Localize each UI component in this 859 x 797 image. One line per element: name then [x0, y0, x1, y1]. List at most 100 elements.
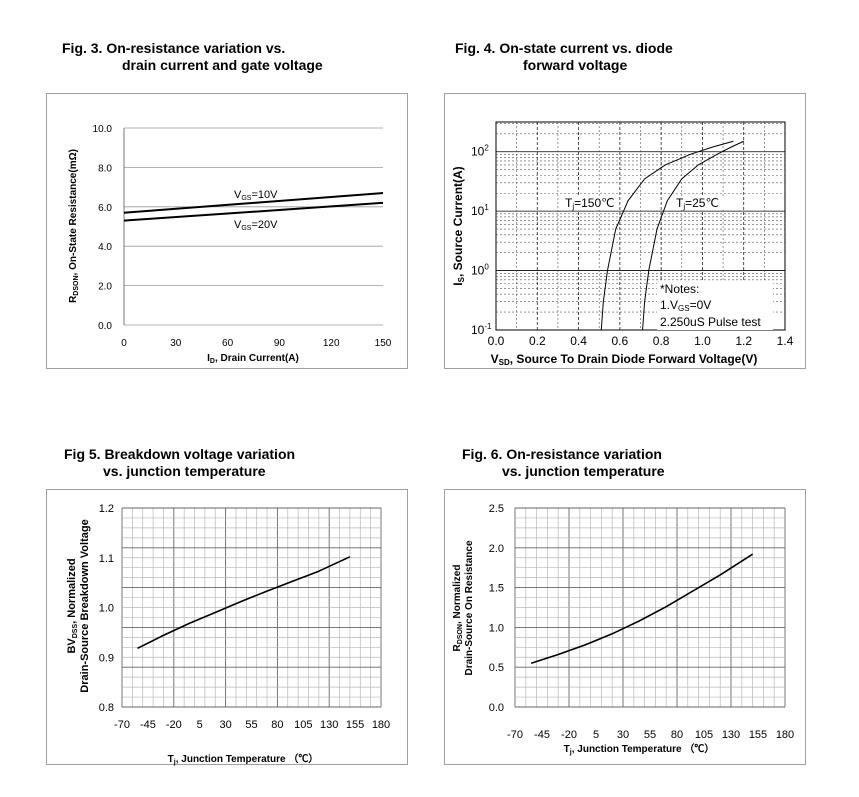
f6-x-tick-1: -45 [534, 729, 550, 741]
fig4-y-tick-0: 10-1 [471, 322, 492, 337]
fig6-title: Fig. 6. On-resistance variation vs. junc… [462, 446, 752, 480]
f5-x-tick-8: 130 [320, 719, 338, 731]
f6-y-tick-0: 0.0 [489, 702, 504, 714]
fig3-x-tick-5: 150 [375, 338, 392, 349]
f5-x-tick-1: -45 [140, 719, 156, 731]
fig6-series [530, 553, 754, 664]
fig6-ylabel-2: Drain-Source On Resistance [464, 540, 475, 675]
fig3-ylabel: RDSON, On-State Resistance(mΩ) [68, 149, 80, 303]
fig4-label-bg-150 [563, 196, 619, 210]
fig4-xlabel: VSD, Source To Drain Diode Forward Volta… [491, 352, 758, 367]
fig3-y-tick-1: 2.0 [98, 282, 112, 293]
f6-y-tick-3: 1.5 [489, 583, 504, 595]
fig6-ylabel-1: RDSON, Normalized [452, 565, 464, 652]
fig3-x-tick-3: 90 [274, 338, 286, 349]
fig5-series [137, 556, 351, 650]
fig3-x-tick-0: 0 [121, 338, 127, 349]
fig4-label-tj150: Tj=150℃ [565, 196, 615, 211]
fig4-title: Fig. 4. On-state current vs. diode forwa… [455, 40, 755, 74]
fig3-series-line-1 [123, 201, 384, 222]
fig6-title-line-1: Fig. 6. On-resistance variation [462, 446, 662, 462]
f6-y-tick-4: 2.0 [489, 543, 504, 555]
f6-x-tick-7: 105 [695, 729, 713, 741]
f5-x-tick-4: 30 [219, 719, 231, 731]
f6-x-tick-6: 80 [671, 729, 683, 741]
fig4-y-tick-3: 102 [471, 144, 489, 159]
fig3-x-tick-1: 30 [170, 338, 182, 349]
f5-x-tick-3: 5 [197, 719, 203, 731]
fig5-title-line-2: vs. junction temperature [103, 463, 266, 479]
f6-x-tick-2: -20 [561, 729, 577, 741]
fig4-x-tick-4: 0.8 [653, 334, 670, 348]
f5-y-tick-4: 1.2 [99, 503, 114, 515]
fig4-series-line-1 [642, 140, 744, 331]
fig3-series-line-0 [123, 192, 384, 214]
fig3-x-tick-labels: 0 30 60 90 120 150 [121, 338, 392, 349]
fig6-xlabel: Tj, Junction Temperature （℃） [564, 742, 715, 756]
fig3-y-tick-0: 0.0 [98, 321, 112, 332]
fig6-gridlines [514, 507, 786, 708]
fig4-x-tick-labels: 0.0 0.2 0.4 0.6 0.8 1.0 1.2 1.4 [488, 334, 794, 348]
fig3-title: Fig. 3. On-resistance variation vs. drai… [62, 40, 352, 74]
fig4-series-line-0 [600, 140, 734, 331]
f6-y-tick-5: 2.5 [489, 503, 504, 515]
fig3-title-line-2: drain current and gate voltage [122, 57, 323, 73]
fig6-title-line-2: vs. junction temperature [502, 463, 665, 479]
f5-y-tick-2: 1.0 [99, 603, 114, 615]
f6-x-tick-8: 130 [722, 729, 740, 741]
f6-series-line-0 [530, 553, 754, 664]
fig4-x-tick-2: 0.4 [570, 334, 587, 348]
fig4-x-tick-6: 1.2 [735, 334, 752, 348]
f5-x-tick-7: 105 [294, 719, 312, 731]
fig3-series [123, 192, 384, 222]
f5-y-tick-1: 0.9 [99, 652, 114, 664]
fig4-series [600, 140, 744, 331]
f5-x-tick-10: 180 [372, 719, 390, 731]
fig5-ylabel-2: Drain-Source Breakdown Voltage [79, 519, 91, 692]
fig3-gridlines [123, 127, 383, 326]
fig3-x-tick-4: 120 [323, 338, 340, 349]
fig3-xlabel: ID, Drain Current(A) [207, 353, 299, 365]
fig4-x-tick-3: 0.6 [612, 334, 629, 348]
fig4-note-1: 1.VGS=0V [660, 298, 711, 313]
f6-y-tick-2: 1.0 [489, 622, 504, 634]
f6-x-tick-3: 5 [593, 729, 599, 741]
f5-x-tick-5: 55 [245, 719, 257, 731]
fig4-gridlines [495, 121, 786, 331]
fig3-panel [46, 93, 408, 369]
f5-x-tick-6: 80 [271, 719, 283, 731]
fig4-notes-bg [657, 282, 773, 330]
f5-y-tick-3: 1.1 [99, 553, 114, 565]
f5-y-tick-0: 0.8 [99, 702, 114, 714]
fig3-y-tick-5: 10.0 [93, 124, 113, 135]
fig5-title-line-1: Fig 5. Breakdown voltage variation [64, 446, 296, 462]
f6-x-tick-5: 55 [644, 729, 656, 741]
fig5-xlabel: Tj, Junction Temperature （℃） [168, 752, 319, 766]
fig4-title-line-1: Fig. 4. On-state current vs. diode [455, 40, 673, 56]
fig4-x-tick-7: 1.4 [777, 334, 794, 348]
fig6-x-tick-labels: -70 -45 -20 5 30 55 80 105 130 155 180 [507, 729, 794, 741]
fig4-x-tick-5: 1.0 [694, 334, 711, 348]
f5-x-tick-9: 155 [346, 719, 364, 731]
f6-x-tick-0: -70 [507, 729, 523, 741]
fig4-note-2: 2.250uS Pulse test [660, 315, 761, 329]
f6-x-tick-10: 180 [776, 729, 794, 741]
fig4-label-tj25: Tj=25℃ [676, 196, 719, 211]
fig4-y-tick-1: 100 [471, 263, 489, 278]
f6-x-tick-4: 30 [617, 729, 629, 741]
fig5-title: Fig 5. Breakdown voltage variation vs. j… [64, 446, 354, 480]
fig4-title-line-2: forward voltage [523, 57, 628, 73]
f6-y-tick-1: 0.5 [489, 662, 504, 674]
fig4-y-tick-labels: 10-1 100 101 102 [471, 144, 492, 337]
fig4-x-tick-1: 0.2 [529, 334, 546, 348]
fig5-y-tick-labels: 0.8 0.9 1.0 1.1 1.2 [99, 503, 114, 714]
fig5-x-tick-labels: -70 -45 -20 5 30 55 80 105 130 155 180 [114, 719, 390, 731]
f6-x-tick-9: 155 [749, 729, 767, 741]
fig4-x-tick-0: 0.0 [488, 334, 505, 348]
fig4-ylabel: IS, Source Current(A) [451, 166, 466, 285]
fig4-label-bg-25 [674, 196, 724, 210]
